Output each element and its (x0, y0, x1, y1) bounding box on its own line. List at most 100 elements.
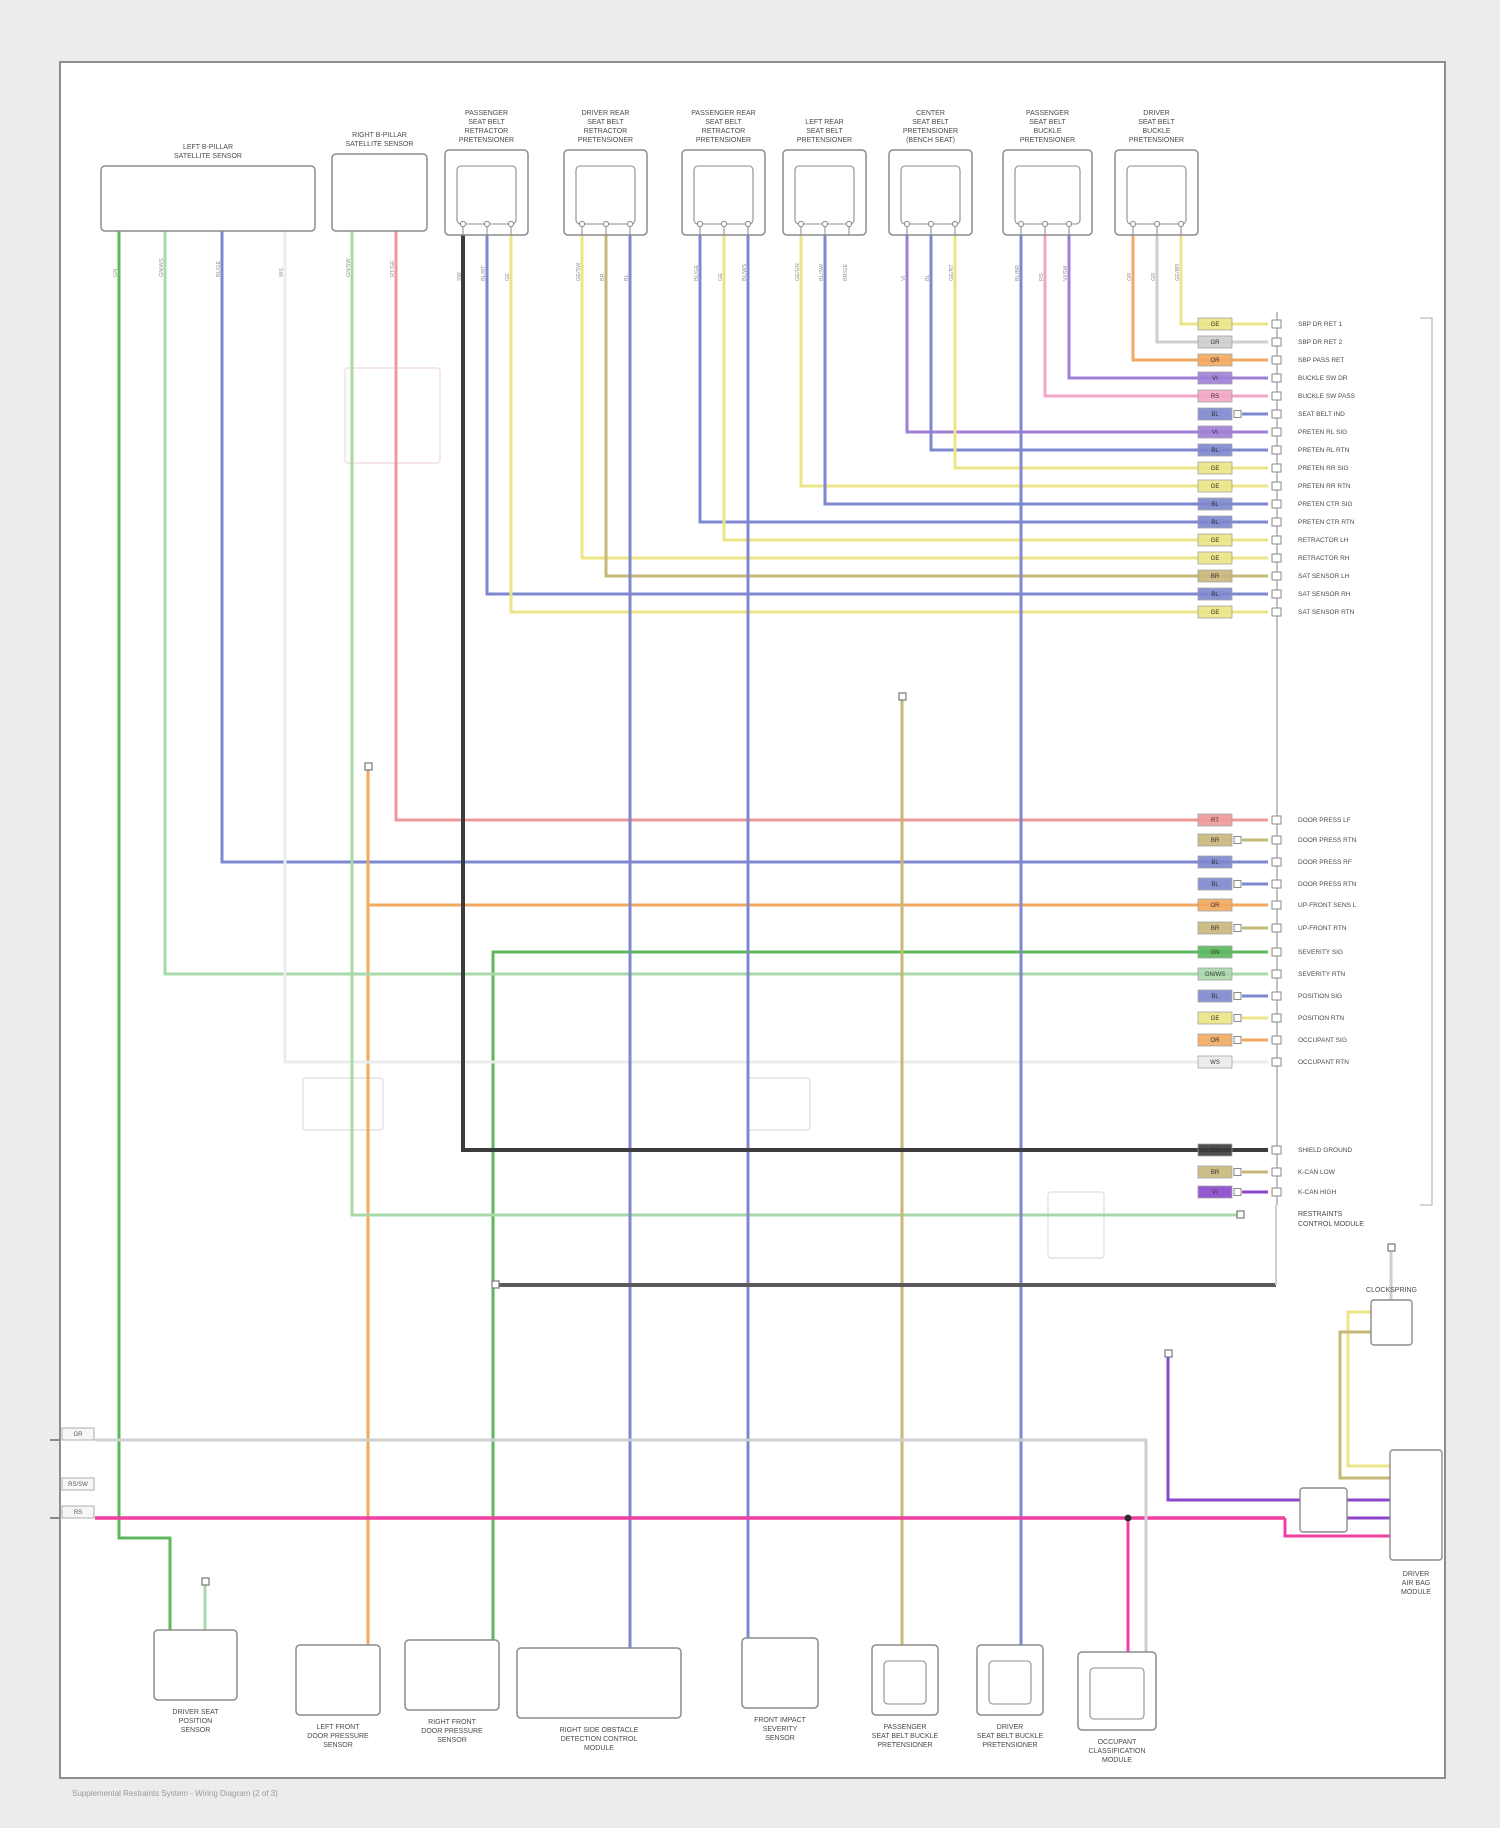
pin-wire-code: BL/RT (481, 265, 487, 281)
stub-label: SEVERITY SIG (1298, 949, 1343, 956)
wire-code-tag (1197, 1143, 1233, 1157)
wire-terminal (1236, 1210, 1245, 1219)
component-pin-circle (578, 220, 586, 228)
wire-code-text: GN/WS (1205, 972, 1225, 978)
bus-pin-square (1271, 815, 1282, 825)
bus-pin-square (1271, 499, 1282, 509)
junction-dot (1124, 1514, 1132, 1522)
wire-terminal (364, 762, 373, 771)
component-label: RETRACTOR (465, 128, 508, 135)
bus-pin-square (1271, 337, 1282, 347)
component-label: DOOR PRESSURE (307, 1733, 369, 1740)
pin-wire-code: GE/RT (949, 264, 955, 281)
wire-code-tag (1197, 335, 1233, 349)
bus-pin-square (1271, 571, 1282, 581)
wire (1338, 1330, 1390, 1480)
component-label: DRIVER (1143, 110, 1169, 117)
wire-terminal (1164, 1349, 1173, 1358)
pin-wire-code: GN/WS (159, 258, 165, 277)
wire-code-tag (1197, 497, 1233, 511)
stub-label: DOOR PRESS LF (1298, 817, 1351, 824)
stub-label: PRETEN CTR SIG (1298, 501, 1353, 508)
paper-border (59, 61, 1446, 1779)
wire (394, 231, 1268, 822)
wire (220, 231, 1268, 864)
component-pin-circle (1065, 220, 1073, 228)
component-pin-circle (951, 220, 959, 228)
component-pin-circle (927, 220, 935, 228)
rcm-label: CONTROL MODULE (1298, 1221, 1364, 1228)
component-label: SEAT BELT (587, 119, 624, 126)
wire (509, 235, 1268, 614)
wire-terminal (898, 692, 907, 701)
component-label: SATELLITE SENSOR (346, 141, 414, 148)
pin-wire-code: BL (925, 274, 931, 281)
component-box (100, 165, 316, 232)
stub-terminal (1233, 992, 1242, 1000)
left-circuit-code: RS/SW (68, 1482, 88, 1488)
bus-pin-square (1271, 463, 1282, 473)
bus-pin-square (1271, 409, 1282, 419)
component-label: SEAT BELT BUCKLE (872, 1733, 939, 1740)
component-label: DETECTION CONTROL (561, 1736, 638, 1743)
wire-code-text: GN (1211, 950, 1220, 956)
wire (163, 231, 1268, 976)
wire-code-tag (1197, 407, 1233, 421)
component-pin-circle (797, 220, 805, 228)
wire-terminal (1387, 1243, 1396, 1252)
component-label: OCCUPANT (1098, 1739, 1137, 1746)
wire (1043, 235, 1268, 398)
component-label: SENSOR (765, 1735, 795, 1742)
bus-pin-square (1271, 900, 1282, 910)
pin-wire-code: SW (457, 271, 463, 281)
component-box (516, 1647, 682, 1719)
component-inner-box (988, 1660, 1032, 1705)
bus-pin-square (1271, 857, 1282, 867)
component-label: LEFT FRONT (316, 1724, 360, 1731)
bus-pin-square (1271, 1035, 1282, 1045)
component-label: DRIVER REAR (582, 110, 630, 117)
wire-code-text: GE (1211, 556, 1220, 562)
wire-code-tag (1197, 945, 1233, 959)
pin-wire-code: BL/GE (694, 264, 700, 281)
component-label: SEAT BELT BUCKLE (977, 1733, 1044, 1740)
bus-pin-square (1271, 481, 1282, 491)
wire-code-tag (1197, 569, 1233, 583)
component-box (295, 1644, 381, 1716)
wire-code-text: GE (1211, 538, 1220, 544)
component-label: LEFT REAR (805, 119, 843, 126)
component-label: CLASSIFICATION (1088, 1748, 1145, 1755)
component-pin-circle (696, 220, 704, 228)
component-label: PASSENGER (1026, 110, 1069, 117)
component-label: DOOR PRESSURE (421, 1728, 483, 1735)
bus-pin-square (1271, 835, 1282, 845)
component-label: SENSOR (323, 1742, 353, 1749)
wire-code-text: RT (1211, 818, 1219, 824)
wire-code-text: BR (1211, 574, 1220, 580)
component-label: PASSENGER REAR (691, 110, 755, 117)
bus-pin-square (1271, 373, 1282, 383)
pin-wire-code: GN/SW (346, 258, 352, 277)
component-label: PRETENSIONER (903, 128, 958, 135)
stub-label: PRETEN RL RTN (1298, 447, 1350, 454)
component-box (741, 1637, 819, 1709)
component-box (1077, 1651, 1157, 1731)
component-label: SENSOR (181, 1727, 211, 1734)
wire (953, 235, 1268, 470)
component-label: (BENCH SEAT) (906, 137, 955, 144)
wire-code-text: VI (1212, 376, 1218, 382)
stub-label: RETRACTOR RH (1298, 555, 1350, 562)
wire-code-tag (1197, 533, 1233, 547)
module-box (1389, 1449, 1443, 1561)
left-circuit-code: GR (74, 1432, 84, 1438)
component-label: SEAT BELT (468, 119, 505, 126)
component-label: SEVERITY (763, 1726, 798, 1733)
wire (823, 235, 1268, 506)
component-pin-circle (1153, 220, 1161, 228)
component-label: CENTER (916, 110, 945, 117)
wire-terminal (201, 1577, 210, 1586)
wire-code-tag (1197, 317, 1233, 331)
component-label: PRETENSIONER (1129, 137, 1184, 144)
bus-pin-square (1271, 517, 1282, 527)
wire-code-text: GR (1211, 340, 1221, 346)
